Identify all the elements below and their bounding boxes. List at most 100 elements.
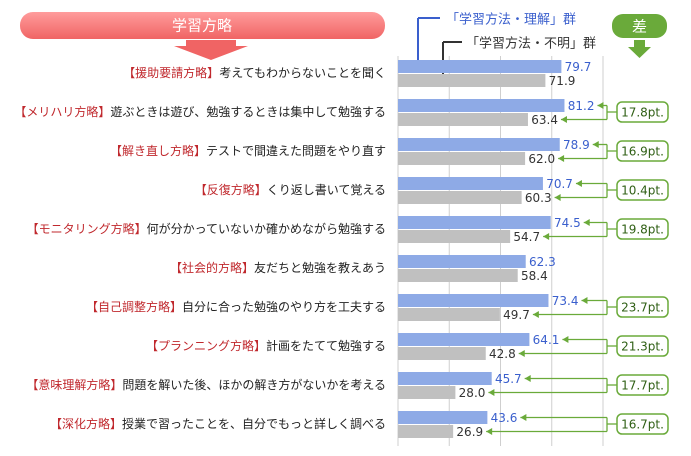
difference-arrowhead <box>532 311 539 318</box>
value-label: 62.3 <box>529 255 556 269</box>
category-description: 何が分かっていないか確かめながら勉強する <box>147 221 386 236</box>
bar <box>398 138 560 151</box>
category-strategy: 【プランニング方略】 <box>146 338 266 353</box>
bar <box>398 152 526 165</box>
difference-arrowhead <box>486 428 493 435</box>
difference-arrowhead <box>575 180 582 187</box>
difference-label: 23.7pt. <box>621 301 664 315</box>
category-strategy: 【解き直し方略】 <box>110 143 206 158</box>
bar <box>398 230 511 243</box>
bar <box>398 60 562 73</box>
category-label: 【意味理解方略】問題を解いた後、ほかの解き方がないかを考える <box>26 377 386 392</box>
difference-box <box>616 179 669 201</box>
difference-arrowhead <box>543 233 550 240</box>
difference-arrowhead <box>524 375 531 382</box>
value-label: 62.0 <box>528 152 555 166</box>
difference-header <box>612 14 667 38</box>
bar <box>398 347 486 360</box>
difference-arrow <box>628 40 651 58</box>
bar <box>398 425 454 438</box>
category-description: 考えてもわからないことを聞く <box>219 66 386 80</box>
value-label: 43.6 <box>491 411 518 425</box>
difference-arrowhead <box>562 336 569 343</box>
category-strategy: 【モニタリング方略】 <box>27 221 147 236</box>
header-title: 学習方略 <box>172 17 232 35</box>
difference-label: 17.8pt. <box>621 106 664 120</box>
category-strategy: 【社会的方略】 <box>170 260 254 275</box>
difference-box <box>616 218 669 240</box>
header-arrow <box>174 40 248 60</box>
legend-label: 「学習方法・不明」群 <box>466 36 596 52</box>
category-label: 【プランニング方略】計画をたてて勉強する <box>146 338 386 353</box>
bar <box>398 372 492 385</box>
bar <box>398 191 522 204</box>
difference-box <box>616 296 669 318</box>
bar <box>398 74 546 87</box>
category-description: 遊ぶときは遊び、勉強するときは集中して勉強する <box>110 104 386 119</box>
difference-arrowhead <box>558 155 565 162</box>
value-label: 54.7 <box>513 230 540 244</box>
bar <box>398 386 456 399</box>
value-label: 73.4 <box>552 294 579 308</box>
category-label: 【社会的方略】友だちと勉強を教えあう <box>170 260 386 275</box>
difference-box <box>616 413 669 435</box>
category-label: 【反復方略】くり返し書いて覚える <box>195 182 386 197</box>
difference-arrowhead <box>592 141 599 148</box>
category-strategy: 【自己調整方略】 <box>86 299 182 314</box>
difference-arrowhead <box>597 102 604 109</box>
category-strategy: 【意味理解方略】 <box>26 377 122 392</box>
value-label: 49.7 <box>503 308 530 322</box>
category-description: 友だちと勉強を教えあう <box>254 260 386 275</box>
value-label: 64.1 <box>533 333 560 347</box>
category-label: 【モニタリング方略】何が分かっていないか確かめながら勉強する <box>27 221 386 236</box>
difference-arrowhead <box>581 297 588 304</box>
value-label: 26.9 <box>456 425 483 439</box>
value-label: 78.9 <box>563 138 590 152</box>
value-label: 42.8 <box>489 347 516 361</box>
value-label: 74.5 <box>554 216 581 230</box>
bar <box>398 294 549 307</box>
value-label: 63.4 <box>531 113 558 127</box>
difference-box <box>616 374 669 396</box>
header-banner <box>20 12 385 39</box>
category-description: 自分に合った勉強のやり方を工夫する <box>182 299 386 314</box>
difference-title: 差 <box>632 18 647 36</box>
difference-arrowhead <box>583 219 590 226</box>
bar <box>398 255 526 268</box>
category-label: 【援助要請方略】考えてもわからないことを聞く <box>123 65 386 80</box>
difference-label: 21.3pt. <box>621 340 664 354</box>
category-label: 【自己調整方略】自分に合った勉強のやり方を工夫する <box>86 299 386 314</box>
category-strategy: 【メリハリ方略】 <box>14 104 110 119</box>
category-description: 授業で習ったことを、自分でもっと詳しく調べる <box>122 416 386 431</box>
bar <box>398 177 543 190</box>
difference-label: 10.4pt. <box>621 184 664 198</box>
difference-arrowhead <box>554 194 561 201</box>
difference-label: 16.9pt. <box>621 145 664 159</box>
category-strategy: 【援助要請方略】 <box>123 65 219 80</box>
bar <box>398 411 488 424</box>
value-label: 79.7 <box>565 60 592 74</box>
category-label: 【解き直し方略】テストで間違えた問題をやり直す <box>110 143 386 158</box>
value-label: 60.3 <box>525 191 552 205</box>
bar <box>398 333 530 346</box>
difference-label: 16.7pt. <box>621 418 664 432</box>
category-description: 計画をたてて勉強する <box>266 338 386 353</box>
difference-label: 17.7pt. <box>621 379 664 393</box>
value-label: 28.0 <box>459 386 486 400</box>
difference-arrowhead <box>518 350 525 357</box>
difference-arrowhead <box>560 116 567 123</box>
value-label: 71.9 <box>549 74 576 88</box>
difference-box <box>616 101 669 123</box>
bar <box>398 308 500 321</box>
bar <box>398 113 528 126</box>
bar <box>398 99 565 112</box>
legend-label: 「学習方法・理解」群 <box>446 12 576 28</box>
category-description: くり返し書いて覚える <box>267 183 386 197</box>
category-description: テストで間違えた問題をやり直す <box>206 144 386 158</box>
difference-label: 19.8pt. <box>621 223 664 237</box>
category-strategy: 【反復方略】 <box>195 182 267 197</box>
difference-arrowhead <box>488 389 495 396</box>
bar <box>398 269 518 282</box>
category-description: 問題を解いた後、ほかの解き方がないかを考える <box>122 377 386 392</box>
difference-box <box>616 335 669 357</box>
